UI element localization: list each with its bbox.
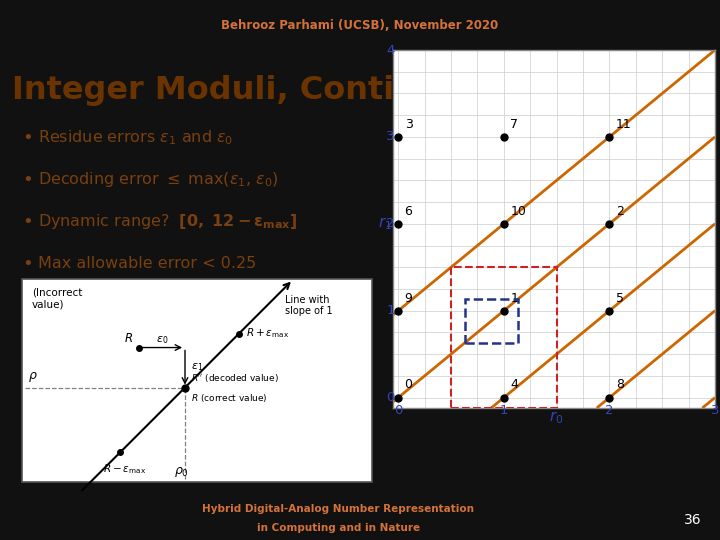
Text: Behrooz Parhami (UCSB), November 2020: Behrooz Parhami (UCSB), November 2020 (221, 19, 499, 32)
Text: 3: 3 (405, 118, 413, 131)
Text: in Computing and in Nature: in Computing and in Nature (257, 523, 420, 533)
Text: $R - \varepsilon_{\max}$: $R - \varepsilon_{\max}$ (104, 462, 147, 476)
Text: 3: 3 (386, 130, 395, 144)
Text: 4: 4 (510, 379, 518, 392)
Text: $\rho_0$: $\rho_0$ (174, 465, 189, 480)
Text: 10: 10 (510, 205, 526, 218)
Text: 0: 0 (394, 404, 402, 417)
Text: Dynamic range?  $\mathbf{[0,\ 12 - \varepsilon_{max}]}$: Dynamic range? $\mathbf{[0,\ 12 - \varep… (38, 212, 297, 231)
Text: $r_0$: $r_0$ (549, 409, 564, 426)
Text: $r_1$: $r_1$ (378, 215, 392, 232)
Text: 4: 4 (386, 44, 395, 57)
Text: $R''$ (decoded value): $R''$ (decoded value) (191, 372, 279, 383)
Text: 1: 1 (510, 292, 518, 305)
Text: Max allowable error < 0.25: Max allowable error < 0.25 (38, 256, 256, 271)
Text: 0: 0 (386, 391, 395, 404)
Text: Hybrid Digital-Analog Number Representation: Hybrid Digital-Analog Number Representat… (202, 504, 474, 514)
Text: •: • (22, 129, 32, 147)
Text: Integer Moduli, Continuous Residues: Integer Moduli, Continuous Residues (12, 75, 678, 106)
Bar (465, 299, 518, 343)
Text: 9: 9 (405, 292, 413, 305)
Text: •: • (22, 171, 32, 188)
Text: 36: 36 (685, 513, 702, 527)
Text: 8: 8 (616, 379, 624, 392)
Text: 11: 11 (616, 118, 631, 131)
Text: •: • (22, 213, 32, 231)
Text: $R + \varepsilon_{\max}$: $R + \varepsilon_{\max}$ (246, 327, 289, 340)
Text: 1: 1 (386, 304, 395, 317)
Text: •: • (22, 254, 32, 273)
Text: 2: 2 (386, 217, 395, 230)
Text: Decoding error $\leq$ max($\varepsilon_1$, $\varepsilon_0$): Decoding error $\leq$ max($\varepsilon_1… (38, 170, 279, 189)
Text: $\varepsilon_0$: $\varepsilon_0$ (156, 335, 168, 346)
Text: 0: 0 (405, 379, 413, 392)
Text: 6: 6 (405, 205, 413, 218)
Text: Residue errors $\varepsilon_1$ and $\varepsilon_0$: Residue errors $\varepsilon_1$ and $\var… (38, 129, 233, 147)
Text: 2: 2 (616, 205, 624, 218)
Text: Line with
slope of 1: Line with slope of 1 (285, 294, 333, 316)
Text: $\varepsilon_1$: $\varepsilon_1$ (191, 362, 203, 374)
Text: $\rho$: $\rho$ (28, 369, 37, 383)
Text: 7: 7 (510, 118, 518, 131)
Bar (22, 279, 372, 482)
Text: (Incorrect
value): (Incorrect value) (32, 288, 82, 309)
Text: 2: 2 (606, 404, 613, 417)
Text: $R$: $R$ (124, 332, 133, 345)
Text: 5: 5 (616, 292, 624, 305)
Text: $R$ (correct value): $R$ (correct value) (191, 392, 268, 403)
Text: 1: 1 (500, 404, 508, 417)
Bar (451, 267, 557, 408)
Text: 3: 3 (711, 404, 719, 417)
